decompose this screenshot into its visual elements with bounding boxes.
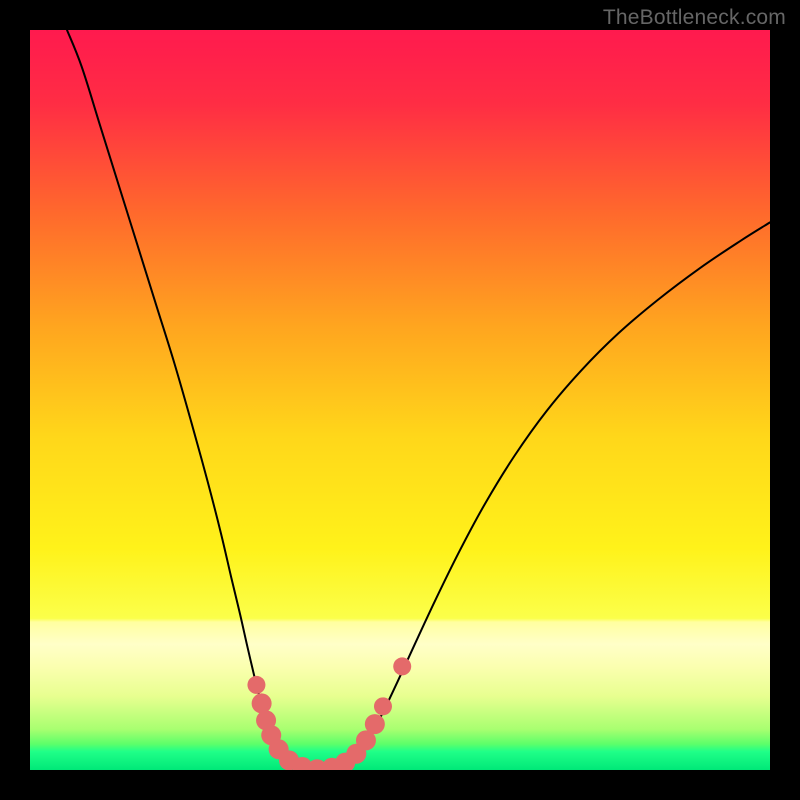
data-marker	[393, 657, 411, 675]
watermark-text: TheBottleneck.com	[603, 6, 786, 30]
data-marker	[247, 676, 265, 694]
data-marker	[374, 697, 392, 715]
data-marker	[365, 714, 385, 734]
bottleneck-curve-chart	[0, 0, 800, 800]
data-marker	[252, 693, 272, 713]
chart-stage: TheBottleneck.com	[0, 0, 800, 800]
